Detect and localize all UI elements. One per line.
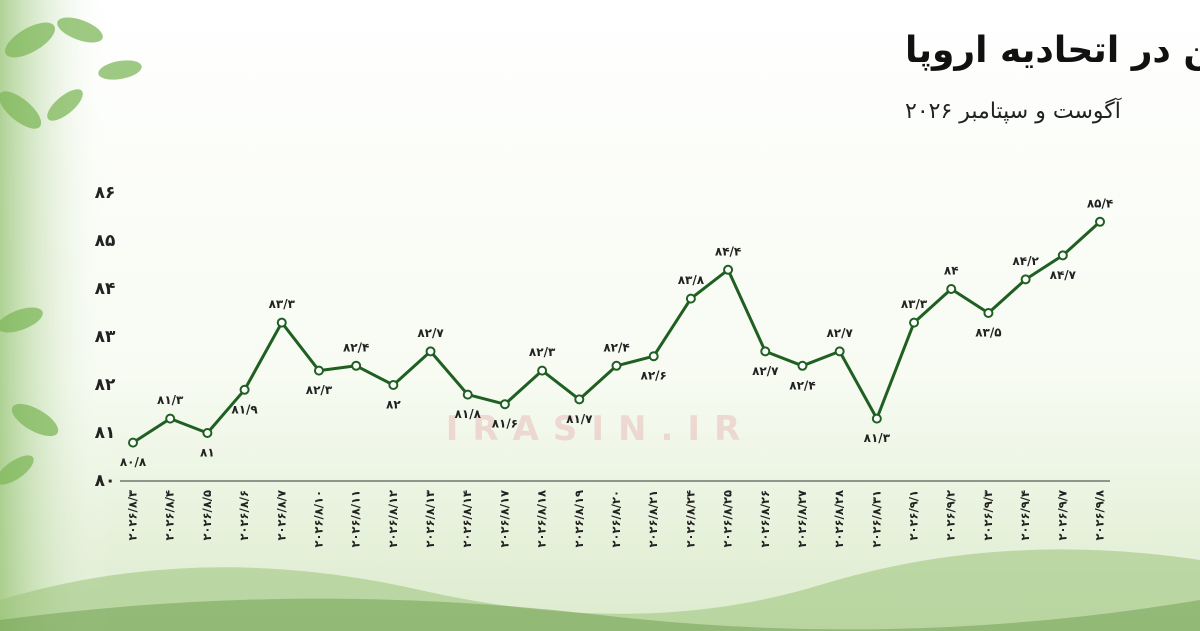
x-tick-label: ۲۰۲۶/۸/۲۴ [683,490,697,548]
data-point [165,413,176,424]
value-label: ۸۲/۷ [826,326,853,340]
data-point [871,413,882,424]
y-tick-label: ۸۱ [95,423,116,443]
x-tick-label: ۲۰۲۶/۸/۲۱ [646,490,660,548]
data-point [202,428,213,438]
data-point [574,394,585,405]
data-point [834,346,845,357]
y-tick-label: ۸۴ [95,279,116,299]
data-point [983,308,994,318]
value-label: ۸۱/۷ [566,412,593,426]
data-point [685,293,696,304]
x-tick-label: ۲۰۲۶/۸/۴ [163,490,177,541]
x-tick-label: ۲۰۲۶/۸/۱۲ [386,490,400,548]
x-tick-label: ۲۰۲۶/۹/۷ [1055,490,1069,541]
data-point [537,365,548,376]
value-label: ۸۳/۳ [269,297,296,311]
x-tick-label: ۲۰۲۶/۸/۱۳ [423,490,437,548]
x-tick-label: ۲۰۲۶/۸/۲۰ [609,490,623,548]
data-point [276,317,287,328]
value-label: ۸۴/۷ [1050,268,1077,282]
x-tick-label: ۲۰۲۶/۹/۲ [944,490,958,541]
value-label: ۸۱/۳ [157,393,184,407]
chart-subtitle: آگوست و سپتامبر ۲۰۲۶ [905,97,1122,124]
x-tick-label: ۲۰۲۶/۹/۸ [1093,490,1107,541]
x-tick-label: ۲۰۲۶/۸/۱۸ [535,490,549,548]
data-point [909,317,920,328]
data-point [1057,250,1068,261]
value-label: ۸۵/۴ [1087,196,1113,210]
data-point [1020,274,1031,285]
value-label: ۸۳/۸ [678,273,705,287]
data-point [388,380,399,390]
value-label: ۸۴ [944,264,959,278]
x-tick-label: ۲۰۲۶/۸/۶ [237,490,251,541]
x-tick-label: ۲۰۲۶/۸/۱۴ [460,490,474,548]
value-label: ۸۳/۵ [975,326,1001,340]
x-tick-label: ۲۰۲۶/۸/۲۸ [832,490,846,548]
data-point [239,384,250,395]
value-label: ۸۰/۸ [120,455,147,469]
data-point [425,346,436,357]
y-tick-label: ۸۳ [95,327,116,347]
x-tick-label: ۲۰۲۶/۸/۱۹ [572,490,586,548]
data-point [611,360,622,371]
data-point [723,264,734,275]
watermark: IRASIN.IR [446,409,754,449]
data-point [499,399,510,410]
x-tick-label: ۲۰۲۶/۸/۵ [200,490,214,541]
data-point [313,365,324,376]
value-label: ۸۱/۳ [864,431,891,445]
value-label: ۸۲ [386,398,401,412]
data-point [797,360,808,371]
data-point [462,389,473,400]
value-label: ۸۲/۴ [789,378,815,392]
x-tick-label: ۲۰۲۶/۸/۱۱ [349,490,363,548]
data-point [1095,216,1105,227]
value-label: ۸۲/۷ [417,326,444,340]
x-tick-label: ۲۰۲۶/۸/۲۶ [758,490,772,548]
data-point [648,351,659,362]
value-label: ۸۳/۳ [901,297,928,311]
value-label: ۸۴/۴ [715,244,741,258]
x-tick-label: ۲۰۲۶/۸/۳ [126,490,140,541]
value-label: ۸۲/۳ [529,345,556,359]
x-tick-label: ۲۰۲۶/۸/۲۵ [721,490,735,548]
value-label: ۸۱/۹ [231,402,258,416]
hills-front [0,598,1200,631]
x-tick-label: ۲۰۲۶/۸/۲۷ [795,490,809,548]
value-label: ۸۲/۶ [641,369,667,383]
chart-title: قیمت کربن در اتحادیه اروپا [905,30,1200,71]
y-tick-label: ۸۲ [95,375,116,395]
y-tick-label: ۸۶ [95,183,116,203]
data-point [760,346,771,357]
x-tick-label: ۲۰۲۶/۸/۷ [274,490,288,541]
value-label: ۸۲/۴ [343,340,369,354]
data-point [128,437,138,448]
value-label: ۸۲/۳ [306,383,333,397]
value-label: ۸۱/۸ [455,407,482,421]
y-tick-label: ۸۵ [95,231,116,251]
x-tick-label: ۲۰۲۶/۹/۳ [981,490,995,541]
x-tick-label: ۲۰۲۶/۹/۱ [907,490,921,541]
data-point [351,360,362,371]
value-label: ۸۴/۲ [1012,254,1039,268]
data-point [946,284,957,294]
x-tick-label: ۲۰۲۶/۹/۴ [1018,490,1032,541]
value-label: ۸۱ [200,446,215,460]
x-tick-label: ۲۰۲۶/۸/۱۰ [311,490,325,548]
value-label: ۸۲/۷ [752,364,779,378]
y-tick-label: ۸۰ [95,471,116,491]
x-tick-label: ۲۰۲۶/۸/۱۷ [497,490,511,548]
value-label: ۸۲/۴ [603,340,629,354]
value-label: ۸۱/۶ [492,417,518,431]
leaves [0,17,142,485]
x-tick-label: ۲۰۲۶/۸/۳۱ [869,490,883,548]
